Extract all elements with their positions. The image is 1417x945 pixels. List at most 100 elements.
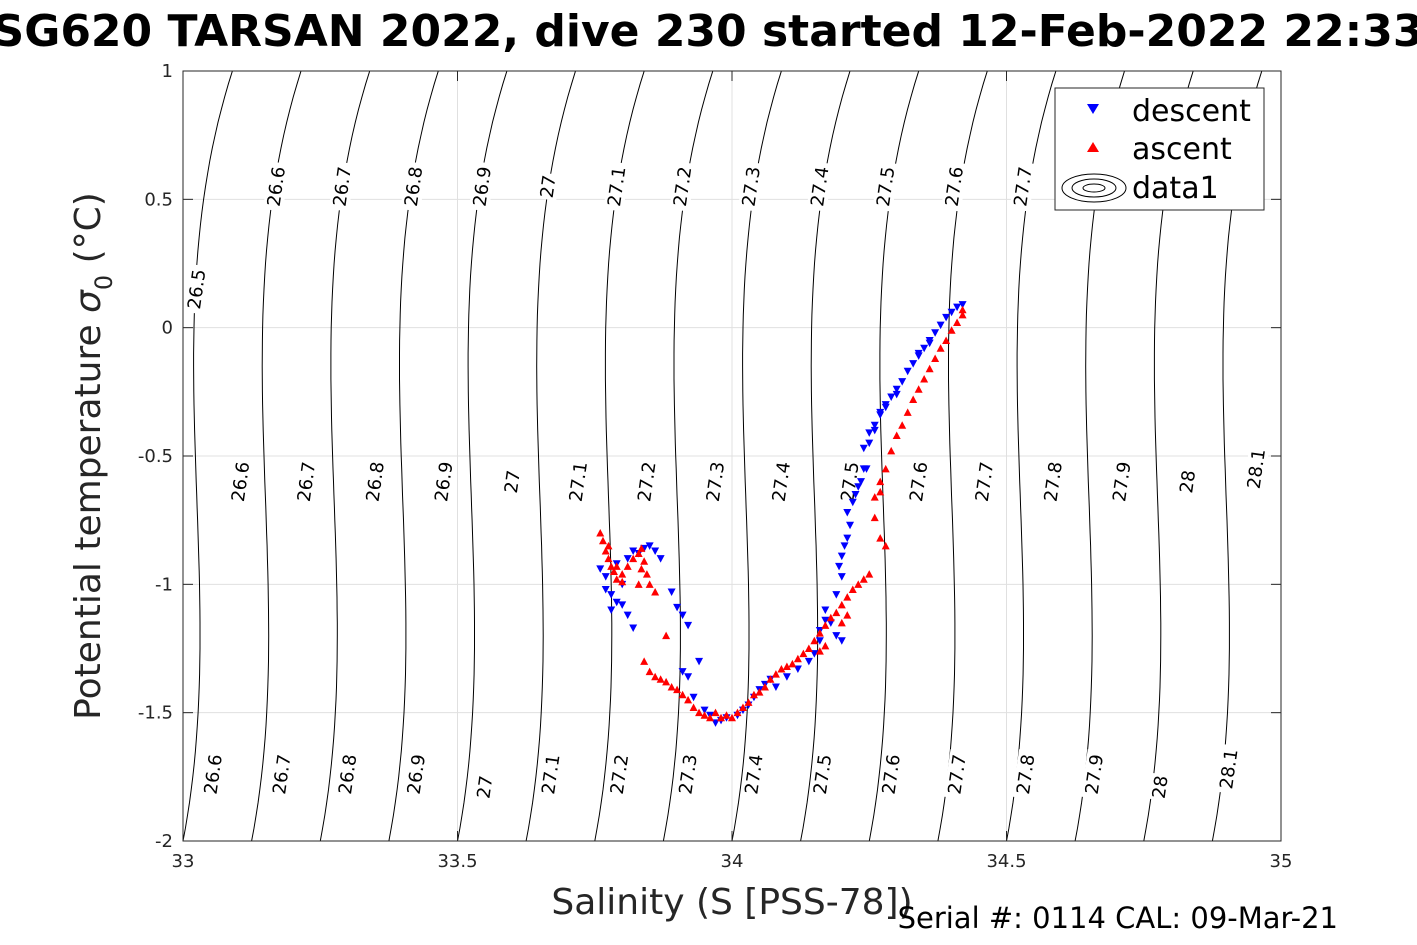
descent-point xyxy=(832,632,841,640)
density-contour-label: 26.9 xyxy=(403,749,430,800)
legend-ascent-marker xyxy=(1087,142,1099,152)
descent-point xyxy=(931,329,940,337)
ascent-point xyxy=(645,580,654,588)
legend-contour-icon xyxy=(1061,173,1127,203)
density-contour-label: 27.1 xyxy=(603,161,630,212)
ascent-point xyxy=(728,713,736,722)
y-tick-label: 0.5 xyxy=(144,189,173,210)
descent-point xyxy=(695,657,704,666)
density-contour-label: 28 xyxy=(1175,467,1200,496)
ascent-point xyxy=(881,541,890,550)
legend-data1-label: data1 xyxy=(1132,171,1219,206)
density-contour-label: 27 xyxy=(473,772,497,802)
descent-point xyxy=(876,408,885,417)
ascent-point xyxy=(777,665,786,673)
svg-text:27: 27 xyxy=(501,469,525,495)
ascent-point xyxy=(958,310,967,319)
ascent-point xyxy=(678,690,687,699)
ascent-point xyxy=(689,703,698,712)
descent-point xyxy=(821,616,830,625)
ascent-point xyxy=(815,629,824,637)
ascent-point xyxy=(876,487,885,496)
ascent-point xyxy=(673,685,682,694)
ascent-point xyxy=(637,564,646,573)
ascent-point xyxy=(804,644,813,652)
descent-point xyxy=(645,542,654,550)
density-contour-label: 27.7 xyxy=(971,456,998,507)
ascent-point xyxy=(637,544,646,552)
descent-point xyxy=(651,547,660,555)
ascent-point xyxy=(722,711,731,719)
descent-point xyxy=(656,555,665,563)
descent-point xyxy=(835,562,844,571)
ascent-point xyxy=(749,690,758,699)
descent-point xyxy=(601,573,610,581)
ascent-point xyxy=(837,600,846,609)
x-tick-label: 33.5 xyxy=(437,851,477,872)
descent-point xyxy=(629,547,638,555)
chart-title: SG620 TARSAN 2022, dive 230 started 12-F… xyxy=(0,6,1417,57)
descent-point xyxy=(909,360,918,368)
ascent-point xyxy=(612,575,621,583)
descent-point xyxy=(601,585,610,594)
ascent-point xyxy=(662,631,671,640)
y-axis-label-unit: (°C) xyxy=(68,192,109,275)
descent-point xyxy=(793,665,802,674)
ascent-point xyxy=(640,657,649,665)
svg-text:28: 28 xyxy=(1149,774,1173,800)
y-tick-label: -1 xyxy=(155,574,173,595)
ascent-point xyxy=(662,677,671,686)
descent-point xyxy=(623,611,632,620)
ascent-point xyxy=(793,654,802,663)
descent-point xyxy=(887,393,896,401)
descent-point xyxy=(881,401,890,409)
density-contour-label: 27.3 xyxy=(702,456,729,507)
descent-point xyxy=(925,339,934,348)
density-contour-label: 28 xyxy=(1148,772,1173,802)
ascent-point xyxy=(799,649,808,658)
descent-point xyxy=(810,650,819,658)
density-contour-label: 27.2 xyxy=(606,749,633,800)
x-axis-label: Salinity (S [PSS-78]) xyxy=(551,882,912,923)
descent-point xyxy=(667,588,676,597)
descent-point xyxy=(832,591,841,599)
density-contour-label: 27 xyxy=(536,172,561,201)
descent-point xyxy=(851,491,860,499)
x-tick-label: 33 xyxy=(172,851,195,872)
ascent-point xyxy=(656,675,665,683)
ascent-point xyxy=(859,575,868,583)
ascent-point xyxy=(821,641,830,650)
descent-point xyxy=(914,349,923,358)
descent-point xyxy=(857,478,866,486)
density-contour-label: 27.4 xyxy=(740,749,768,800)
ascent-point xyxy=(881,464,890,473)
ascent-point xyxy=(618,570,627,578)
descent-point xyxy=(782,673,791,681)
y-axis-ticks: -2 -1.5 -1 -0.5 0 0.5 1 xyxy=(138,61,1281,852)
descent-point xyxy=(689,693,698,702)
ascent-point xyxy=(865,570,874,578)
ascent-point xyxy=(810,636,819,645)
ascent-point xyxy=(601,546,610,555)
descent-point xyxy=(678,611,687,620)
y-axis-label-main: Potential temperature xyxy=(68,313,109,720)
legend-ascent-label: ascent xyxy=(1132,132,1232,167)
descent-point xyxy=(862,465,871,473)
descent-point xyxy=(612,598,621,607)
ascent-point xyxy=(695,708,704,717)
ascent-point xyxy=(733,708,742,717)
descent-point xyxy=(848,498,857,507)
ascent-point xyxy=(848,585,857,593)
y-axis-label: Potential temperature σ0 (°C) xyxy=(68,192,118,720)
ascent-point xyxy=(744,698,753,706)
ascent-point xyxy=(651,588,660,596)
descent-point xyxy=(618,601,627,609)
ascent-point xyxy=(640,557,649,565)
x-tick-label: 34.5 xyxy=(986,851,1026,872)
ascent-point xyxy=(700,711,709,719)
y-tick-label: -1.5 xyxy=(138,703,173,724)
density-contour-label: 26.5 xyxy=(183,264,210,315)
ascent-point xyxy=(887,446,896,455)
descent-point xyxy=(840,542,849,550)
descent-point xyxy=(684,673,693,681)
